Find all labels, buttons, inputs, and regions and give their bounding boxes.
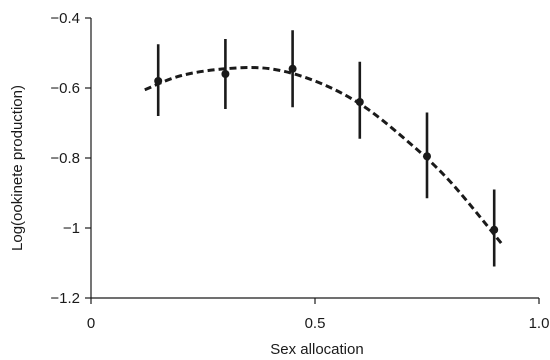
data-points-layer [154, 30, 499, 267]
data-point-group [423, 112, 431, 199]
y-tick-label: −1 [63, 220, 80, 237]
data-point-group [288, 30, 297, 108]
data-point-group [355, 61, 364, 139]
y-axis-label: Log(ookinete production) [9, 85, 26, 251]
x-axis: 0 0.5 1.0 [87, 297, 550, 332]
x-axis-label: Sex allocation [270, 341, 363, 358]
fit-curve [144, 66, 505, 247]
data-point [288, 64, 297, 73]
data-point [423, 152, 431, 161]
fit-curve-layer [144, 66, 505, 247]
data-point [490, 225, 499, 234]
y-ticks: −0.4 −0.6 −0.8 −1 −1.2 [50, 10, 91, 307]
data-point [154, 77, 163, 85]
data-point-group [154, 44, 163, 116]
x-tick-label: 1.0 [529, 315, 550, 332]
data-point [355, 98, 364, 106]
y-tick-label: −1.2 [50, 290, 80, 307]
data-point-group [490, 189, 499, 267]
data-point-group [221, 39, 230, 109]
y-axis: −0.4 −0.6 −0.8 −1 −1.2 [50, 10, 92, 307]
y-tick-label: −0.6 [50, 80, 80, 97]
x-ticks: 0 0.5 1.0 [87, 298, 550, 332]
x-tick-label: 0 [87, 315, 95, 332]
data-point [221, 70, 230, 78]
x-tick-label: 0.5 [305, 315, 326, 332]
y-tick-label: −0.4 [50, 10, 80, 27]
y-tick-label: −0.8 [50, 150, 80, 167]
